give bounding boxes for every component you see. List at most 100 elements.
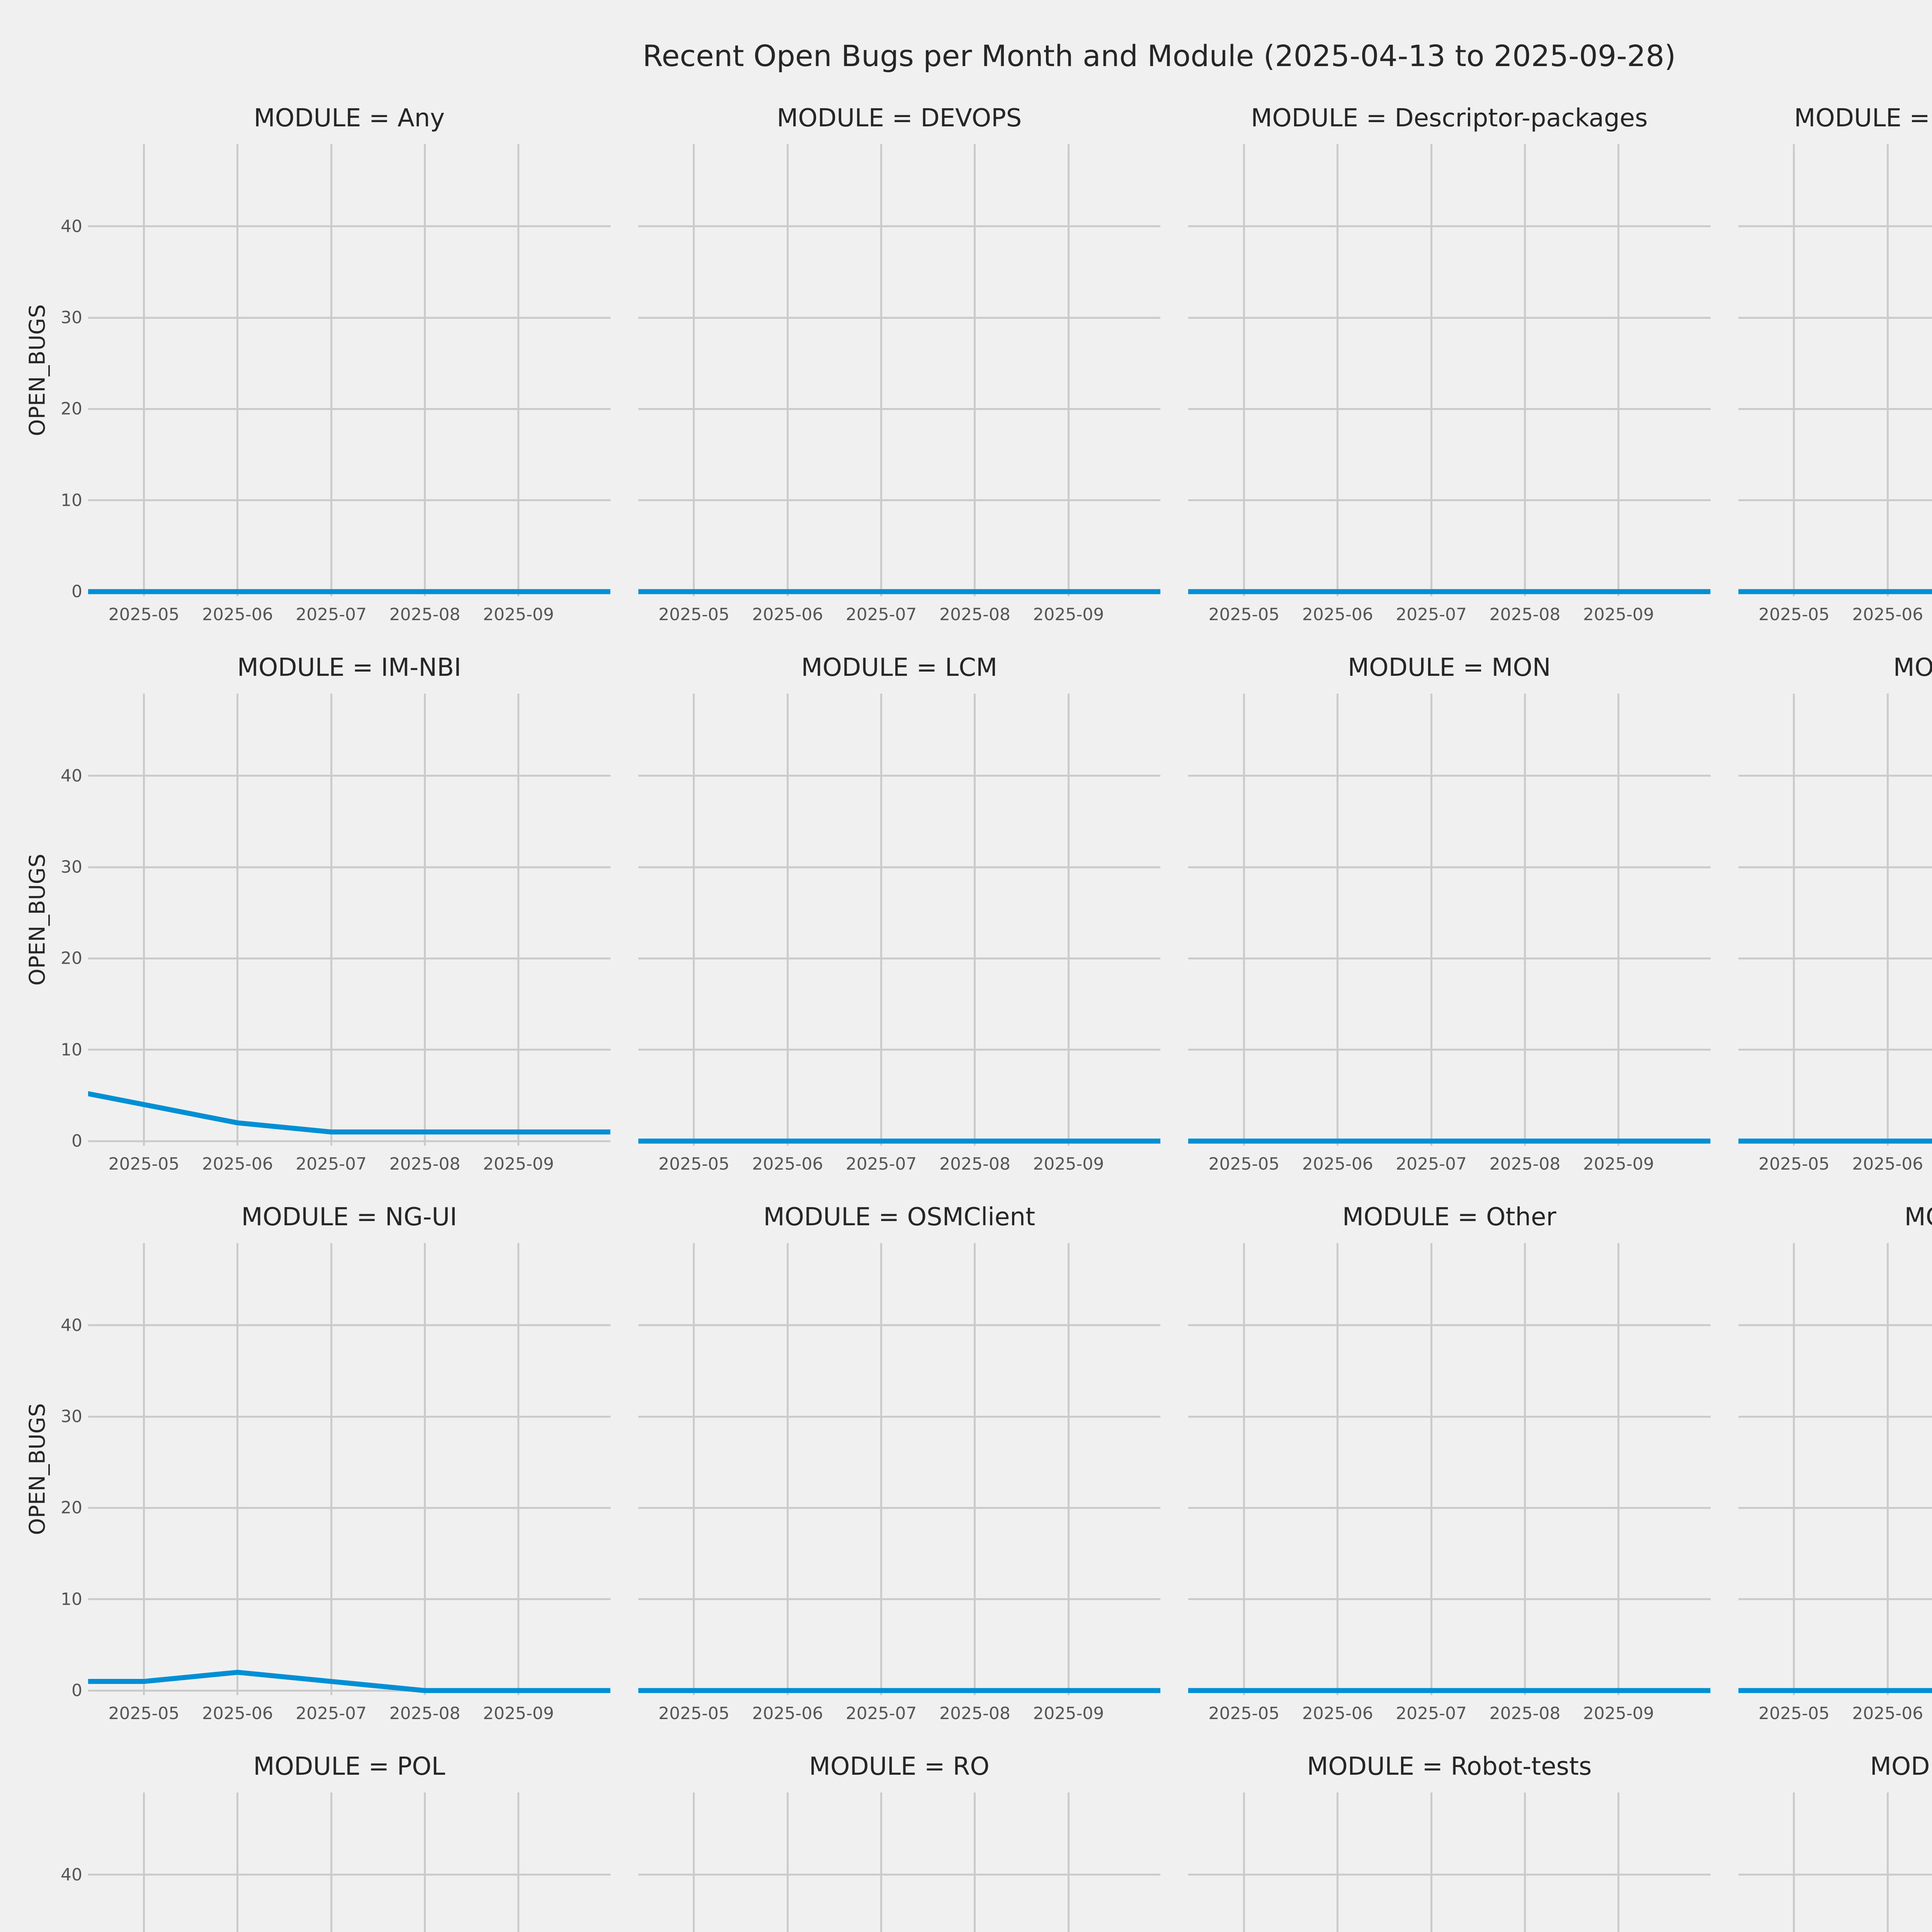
x-tick-label: 2025-08 (389, 1154, 461, 1174)
open-bugs-line (88, 1672, 611, 1690)
line-plot (638, 1793, 1161, 1932)
facet-title: MODULE = LCM (801, 653, 998, 682)
gridline-vertical (236, 1793, 239, 1932)
gridline-horizontal (88, 957, 611, 959)
gridline-vertical (236, 1243, 239, 1695)
open-bugs-line (88, 1086, 611, 1132)
gridline-vertical (974, 1243, 976, 1695)
gridline-horizontal (88, 1324, 611, 1327)
line-plot (1188, 694, 1711, 1146)
x-tick-label: 2025-08 (1489, 1704, 1561, 1723)
x-tick-label: 2025-05 (1208, 605, 1280, 624)
x-tick-label: 2025-07 (845, 1704, 917, 1723)
x-tick-label: 2025-08 (939, 1154, 1010, 1174)
gridline-vertical (143, 1793, 145, 1932)
plot-area (1188, 1793, 1711, 1932)
gridline-vertical (693, 1793, 695, 1932)
gridline-vertical (693, 694, 695, 1146)
gridline-horizontal (638, 1507, 1160, 1509)
x-tick-label: 2025-08 (1489, 1154, 1561, 1174)
line-plot (1738, 144, 1932, 596)
x-tick-label: 2025-08 (939, 1704, 1010, 1723)
plot-area (1738, 144, 1932, 596)
x-tick-label: 2025-07 (296, 1154, 367, 1174)
gridline-horizontal (1188, 1049, 1711, 1051)
gridline-vertical (1243, 1243, 1245, 1695)
gridline-horizontal (638, 957, 1160, 959)
line-plot (1738, 694, 1932, 1146)
x-tick-label: 2025-07 (1396, 605, 1467, 624)
chart-title: Recent Open Bugs per Month and Module (2… (643, 39, 1676, 73)
gridline-vertical (143, 1243, 145, 1695)
facet-title: MODULE = IM-NBI (237, 653, 461, 682)
plot-area (638, 1243, 1160, 1695)
plot-area (1738, 1243, 1932, 1695)
x-tick-label: 2025-09 (1583, 1154, 1654, 1174)
gridline-horizontal (638, 225, 1160, 228)
gridline-vertical (330, 144, 332, 596)
facet-title: MODULE = Descriptor-packages (1251, 104, 1648, 133)
gridline-horizontal (1738, 866, 1932, 868)
plot-area (1738, 694, 1932, 1146)
x-tick-label: 2025-07 (845, 605, 917, 624)
y-tick-labels: 0 10 20 30 40 (7, 1243, 82, 1700)
gridline-vertical (1617, 694, 1620, 1146)
facet-title: MODULE = NG-UI (241, 1203, 457, 1231)
gridline-horizontal (638, 1049, 1160, 1051)
gridline-vertical (517, 1793, 520, 1932)
x-tick-label: 2025-05 (1208, 1154, 1280, 1174)
facet-title: MODULE = MON (1347, 653, 1551, 682)
line-plot (88, 1793, 611, 1932)
plot-area (638, 694, 1160, 1146)
gridline-vertical (880, 694, 883, 1146)
x-tick-label: 2025-08 (389, 1704, 461, 1723)
facet: MODULE = PLA 2025-052025-062025-072025-0… (1738, 1203, 1932, 1725)
gridline-vertical (1067, 144, 1070, 596)
y-tick-label: 40 (61, 1315, 82, 1335)
gridline-horizontal (638, 1324, 1160, 1327)
gridline-horizontal (1738, 1598, 1932, 1600)
facet-title: MODULE = Any (253, 104, 445, 133)
x-tick-label: 2025-09 (483, 605, 554, 624)
gridline-vertical (1430, 144, 1432, 596)
x-tick-label: 2025-05 (658, 1704, 730, 1723)
gridline-horizontal (88, 1598, 611, 1600)
gridline-vertical (1793, 1793, 1795, 1932)
plot-area (88, 1243, 611, 1695)
gridline-horizontal (638, 1598, 1160, 1600)
gridline-vertical (423, 694, 426, 1146)
gridline-horizontal (638, 1415, 1160, 1418)
gridline-vertical (1067, 1243, 1070, 1695)
gridline-horizontal (1738, 1415, 1932, 1418)
plot-area (1188, 1243, 1711, 1695)
gridline-horizontal (1188, 1415, 1711, 1418)
gridline-horizontal (1188, 499, 1711, 502)
x-tick-label: 2025-07 (1396, 1704, 1467, 1723)
gridline-vertical (1430, 694, 1432, 1146)
facet-title: MODULE = Robot-tests (1307, 1752, 1592, 1781)
x-tick-label: 2025-05 (1759, 605, 1830, 624)
y-tick-labels: 0 10 20 30 40 (7, 694, 82, 1151)
plot-area (638, 144, 1161, 596)
x-tick-label: 2025-06 (1852, 1704, 1923, 1723)
y-tick-label: 0 (71, 1131, 82, 1151)
gridline-horizontal (1738, 1874, 1932, 1876)
gridline-vertical (330, 694, 332, 1146)
gridline-vertical (880, 1243, 883, 1695)
line-plot (638, 144, 1161, 596)
gridline-vertical (974, 694, 976, 1146)
y-tick-labels: 0 10 20 30 40 (7, 144, 82, 601)
gridline-horizontal (638, 1874, 1160, 1876)
y-tick-label: 20 (61, 399, 82, 419)
gridline-vertical (1430, 1243, 1432, 1695)
